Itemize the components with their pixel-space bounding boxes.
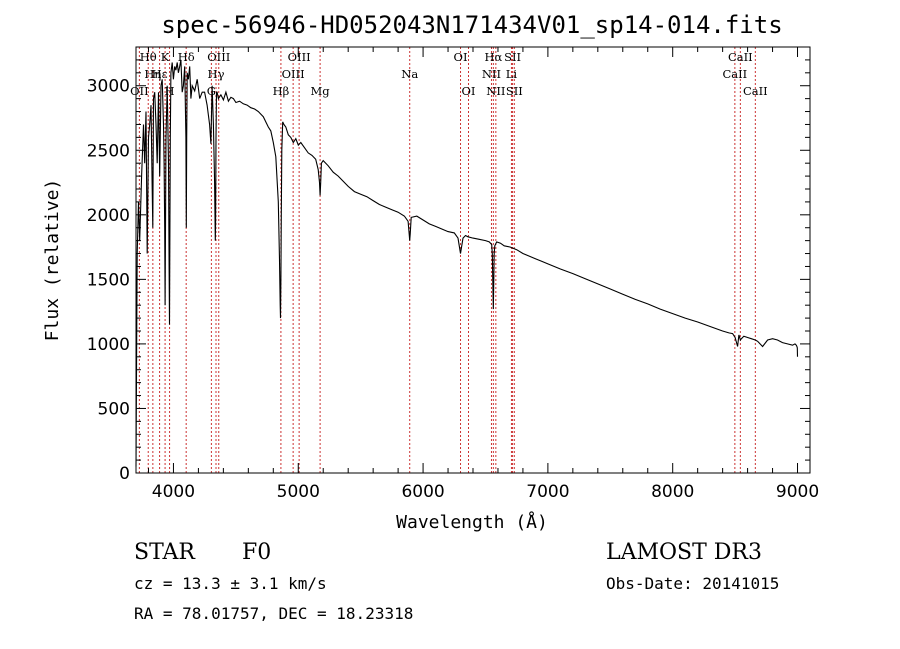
line-label: OI (454, 50, 468, 64)
y-tick-label: 500 (98, 399, 130, 419)
x-axis-ticks: 4000 5000 6000 7000 8000 9000 (147, 47, 819, 502)
survey-name: LAMOST DR3 (606, 540, 762, 565)
x-tick-label: 5000 (277, 482, 320, 502)
x-axis-title: Wavelength (Å) (396, 511, 548, 533)
line-label: CaII (722, 67, 747, 81)
y-tick-label: 0 (119, 464, 130, 484)
spectral-line-markers (138, 47, 756, 473)
line-label: OIII (288, 50, 311, 64)
line-label: Hε (152, 67, 168, 81)
line-label: Mg (311, 84, 331, 98)
x-tick-label: 8000 (651, 482, 694, 502)
line-label: NII (486, 84, 505, 98)
line-label: CaII (743, 84, 768, 98)
line-label: NII (482, 67, 501, 81)
line-label: Hδ (178, 50, 195, 64)
x-tick-label: 4000 (152, 482, 195, 502)
line-label: OI (462, 84, 476, 98)
line-label: Na (401, 67, 418, 81)
line-label: OIII (282, 67, 305, 81)
y-tick-label: 1500 (87, 270, 130, 290)
line-label: Li (506, 67, 518, 81)
line-label: Hγ (208, 67, 225, 81)
coordinates: RA = 78.01757, DEC = 18.23318 (134, 604, 413, 623)
y-tick-label: 3000 (87, 77, 130, 97)
line-label: Hη (144, 67, 161, 81)
line-label: G (207, 84, 216, 98)
line-label: OII (130, 84, 149, 98)
y-axis-title: Flux (relative) (42, 179, 63, 342)
line-label: H (165, 84, 175, 98)
object-type: STAR (134, 540, 196, 565)
spectrum-line (135, 59, 799, 467)
y-tick-label: 1000 (87, 335, 130, 355)
x-tick-label: 6000 (401, 482, 444, 502)
line-label: Hβ (273, 84, 290, 98)
line-label: SII (506, 84, 523, 98)
plot-frame (135, 46, 811, 474)
y-axis-ticks: 0 500 1000 1500 2000 2500 3000 (87, 59, 810, 484)
y-tick-label: 2000 (87, 206, 130, 226)
x-tick-label: 9000 (776, 482, 819, 502)
line-label: K (161, 50, 170, 64)
line-label: Hα (484, 50, 502, 64)
line-label: OIII (207, 50, 230, 64)
subclass: F0 (242, 540, 271, 565)
line-label: SII (504, 50, 521, 64)
redshift-text: cz = 13.3 ± 3.1 km/s (134, 574, 327, 593)
line-label: CaII (728, 50, 753, 64)
chart-title: spec-56946-HD052043N171434V01_sp14-014.f… (161, 11, 782, 39)
obs-date: Obs-Date: 20141015 (606, 574, 779, 593)
y-tick-label: 2500 (87, 141, 130, 161)
line-label: Hθ (140, 50, 157, 64)
x-tick-label: 7000 (526, 482, 569, 502)
